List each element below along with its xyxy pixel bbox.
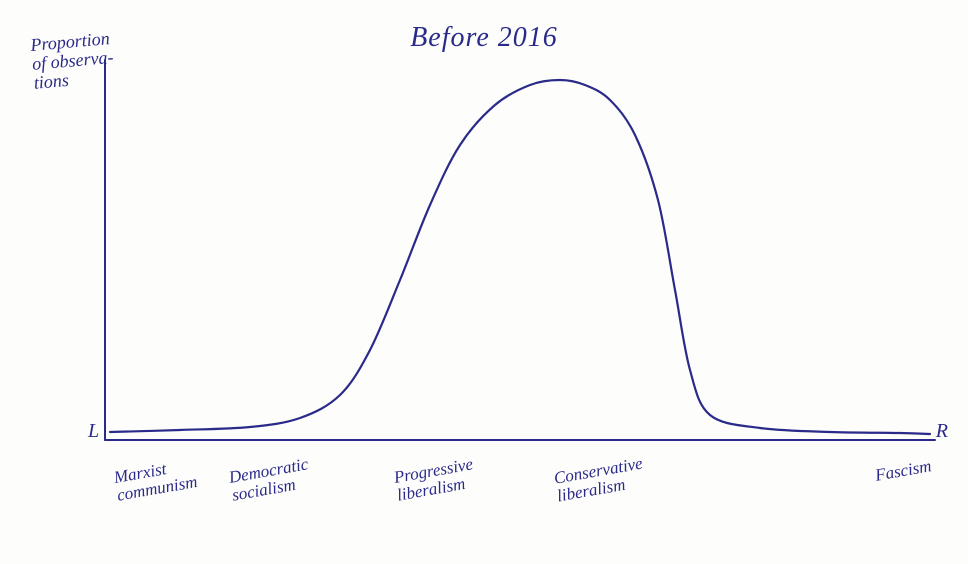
distribution-curve: [110, 80, 930, 434]
chart-svg: [0, 0, 968, 564]
chart-stage: Before 2016 Proportion of observa- tions…: [0, 0, 968, 564]
